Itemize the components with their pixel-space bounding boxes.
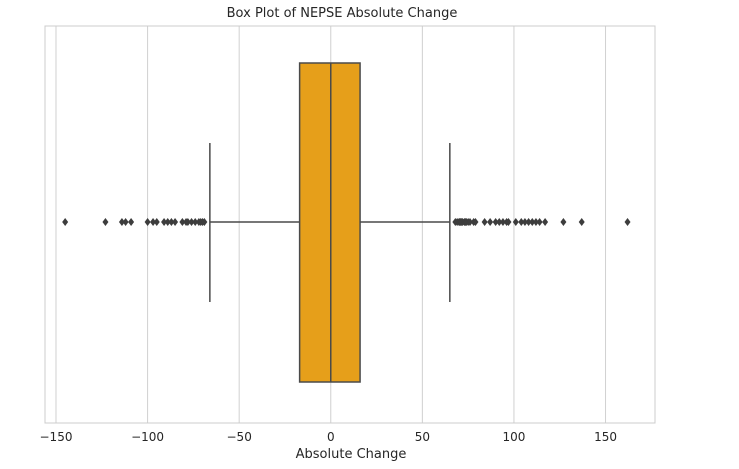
x-tick-label: 100 [502,430,525,444]
outlier-point [518,218,525,226]
outlier-point [168,218,175,226]
outlier-point [499,218,506,226]
outlier-point [118,218,125,226]
x-axis-ticks: −150 −100 −50 0 50 100 150 [40,430,617,444]
outlier-point [525,218,532,226]
outlier-point [122,218,129,226]
outlier-point [481,218,488,226]
outlier-point [521,218,528,226]
outlier-point [161,218,168,226]
outlier-point [172,218,179,226]
outlier-point [492,218,499,226]
outlier-point [128,218,135,226]
x-tick-label: 0 [327,430,335,444]
outlier-point [192,218,199,226]
outlier-point [62,218,69,226]
outlier-point [201,218,208,226]
outlier-point [184,218,191,226]
outlier-point [542,218,549,226]
outlier-point [102,218,109,226]
outlier-point [624,218,631,226]
x-tick-label: 50 [415,430,430,444]
outlier-point [512,218,519,226]
outlier-point [532,218,539,226]
x-tick-label: 150 [594,430,617,444]
outlier-point [472,218,479,226]
outlier-point [496,218,503,226]
outlier-point [164,218,171,226]
outlier-point [529,218,536,226]
outlier-point [560,218,567,226]
x-axis-title: Absolute Change [296,447,407,462]
outlier-point [505,218,512,226]
outlier-point [536,218,543,226]
outlier-point [144,218,151,226]
x-tick-label: −150 [40,430,73,444]
outlier-point [466,218,473,226]
outlier-point [150,218,157,226]
plot-frame [44,25,656,424]
plot-area [62,62,631,383]
outlier-point [179,218,186,226]
outlier-point [578,218,585,226]
x-tick-label: −50 [227,430,252,444]
outlier-point [487,218,494,226]
outlier-point [153,218,160,226]
box-iqr [298,62,361,383]
outlier-point [188,218,195,226]
x-tick-label: −100 [131,430,164,444]
chart-title: Box Plot of NEPSE Absolute Change [227,6,458,21]
